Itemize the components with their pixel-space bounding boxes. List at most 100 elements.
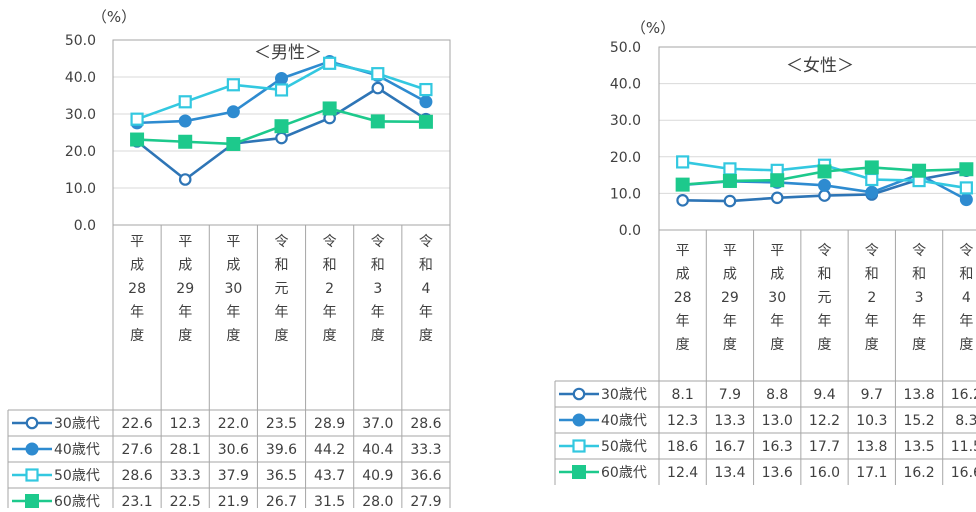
x-tick-label: 度 xyxy=(959,337,973,353)
data-point xyxy=(865,172,879,187)
legend-label: 30歳代 xyxy=(54,416,100,432)
data-label: 27.9 xyxy=(410,494,441,508)
x-tick-label: 年 xyxy=(818,314,832,330)
male-chart: 0.0 10.0 20.0 30.0 40.0 50.0 （%） ＜男性＞ 平成 28 年度 平成 29… xyxy=(7,8,451,512)
x-tick-label: 度 xyxy=(676,337,690,353)
x-tick-label: 年 xyxy=(676,314,690,330)
x-tick-label: 平 xyxy=(723,243,737,259)
data-point xyxy=(817,164,832,179)
data-point xyxy=(275,71,288,85)
data-point xyxy=(130,132,145,147)
x-tick-label: 和 xyxy=(323,258,337,274)
chart-title: ＜女性＞ xyxy=(786,56,854,76)
data-point xyxy=(818,189,831,202)
x-tick-label: 成 xyxy=(178,258,192,274)
data-label: 12.2 xyxy=(809,413,840,429)
data-point xyxy=(723,162,737,176)
y-tick-label: 0.0 xyxy=(619,223,641,239)
x-tick-label: 30 xyxy=(224,281,242,297)
data-point xyxy=(676,155,690,169)
x-tick-label: 年 xyxy=(959,314,973,330)
legend-label: 40歳代 xyxy=(54,442,100,458)
data-label: 16.2 xyxy=(951,387,976,403)
legend-label: 50歳代 xyxy=(54,468,100,484)
x-tick-label: 4 xyxy=(421,281,430,297)
x-tick-label: 29 xyxy=(721,290,739,306)
x-tick-label: 4 xyxy=(962,290,971,306)
data-point xyxy=(419,95,433,109)
x-tick-label: 度 xyxy=(371,328,385,344)
x-tick-label: 度 xyxy=(723,337,737,353)
data-label: 26.7 xyxy=(266,494,297,508)
plot-area-border xyxy=(112,39,451,226)
y-tick-label: 10.0 xyxy=(65,181,96,197)
data-label: 39.6 xyxy=(266,442,297,458)
x-tick-label: 28 xyxy=(128,281,146,297)
data-point xyxy=(226,78,240,92)
y-axis-label: （%） xyxy=(631,19,675,37)
data-point xyxy=(178,134,193,149)
legend-key-marker xyxy=(572,413,586,427)
x-tick-label: 令 xyxy=(275,234,289,250)
data-label: 30.6 xyxy=(218,442,249,458)
data-point xyxy=(274,83,289,97)
x-tick-label: 和 xyxy=(865,267,879,283)
x-tick-label: 年 xyxy=(226,305,240,321)
data-label: 28.6 xyxy=(410,416,441,432)
x-tick-label: 度 xyxy=(323,328,337,344)
data-label: 36.6 xyxy=(410,468,441,484)
data-point xyxy=(274,119,289,134)
chart-title: ＜男性＞ xyxy=(254,43,322,63)
x-tick-label: 年 xyxy=(865,314,879,330)
data-label: 27.6 xyxy=(121,442,152,458)
x-tick-label: 年 xyxy=(178,305,192,321)
data-point xyxy=(723,194,737,208)
data-label: 13.0 xyxy=(762,413,793,429)
data-label: 18.6 xyxy=(667,439,698,455)
y-tick-label: 20.0 xyxy=(610,150,641,166)
data-label: 22.0 xyxy=(218,416,249,432)
data-label: 16.7 xyxy=(714,439,745,455)
data-point xyxy=(371,67,385,81)
data-label: 11.5 xyxy=(951,439,976,455)
y-tick-label: 20.0 xyxy=(65,144,96,160)
legend-label: 50歳代 xyxy=(601,439,647,455)
data-label: 16.6 xyxy=(951,465,976,481)
data-point xyxy=(675,177,690,192)
data-point xyxy=(722,173,737,188)
data-label: 33.3 xyxy=(410,442,441,458)
x-tick-label: 成 xyxy=(723,267,737,283)
data-label: 17.1 xyxy=(856,465,887,481)
data-point xyxy=(178,114,192,128)
data-point xyxy=(130,112,144,126)
legend-key-marker xyxy=(25,416,39,430)
x-tick-label: 平 xyxy=(226,234,240,250)
data-point xyxy=(770,191,784,205)
data-label: 40.9 xyxy=(362,468,393,484)
data-label: 13.6 xyxy=(762,465,793,481)
data-label: 22.5 xyxy=(170,494,201,508)
legend-label: 40歳代 xyxy=(601,413,647,429)
data-label: 16.0 xyxy=(809,465,840,481)
data-label: 8.3 xyxy=(955,413,976,429)
x-tick-label: 令 xyxy=(912,243,926,259)
x-tick-label: 成 xyxy=(676,267,690,283)
data-label: 28.9 xyxy=(314,416,345,432)
data-label: 8.8 xyxy=(766,387,788,403)
x-tick-label: 29 xyxy=(176,281,194,297)
x-tick-label: 28 xyxy=(674,290,692,306)
x-tick-label: 年 xyxy=(723,314,737,330)
data-point xyxy=(865,185,879,199)
data-label: 21.9 xyxy=(218,494,249,508)
data-label: 7.9 xyxy=(719,387,741,403)
x-tick-label: 年 xyxy=(770,314,784,330)
legend-key-marker xyxy=(25,468,39,482)
legend-label: 60歳代 xyxy=(601,465,647,481)
x-tick-label: 平 xyxy=(178,234,192,250)
series-60歳代 xyxy=(675,160,974,192)
x-tick-label: 3 xyxy=(915,290,924,306)
data-label: 9.7 xyxy=(861,387,883,403)
y-tick-label: 40.0 xyxy=(65,70,96,86)
